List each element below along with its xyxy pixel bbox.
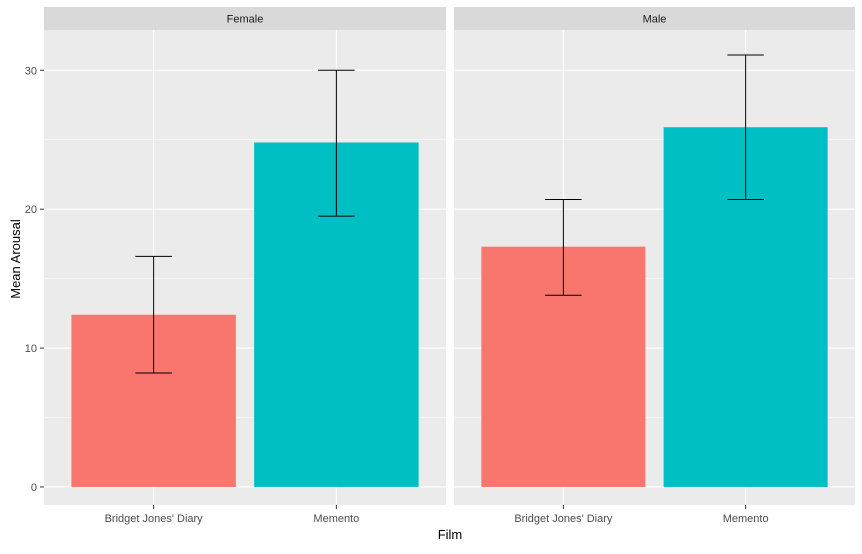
facet-strip [454, 7, 855, 30]
x-axis-title: Film [438, 527, 463, 542]
facet-strip-label: Female [227, 14, 264, 26]
y-tick-label: 20 [25, 204, 37, 216]
y-axis-title: Mean Arousal [8, 219, 23, 299]
x-tick-label: Memento [313, 513, 359, 525]
facet-panel-2: Male Bridget Jones' Diary Memento [454, 7, 855, 525]
x-tick-label: Bridget Jones' Diary [514, 513, 613, 525]
y-tick-label: 30 [25, 65, 37, 77]
x-tick-label: Memento [723, 513, 769, 525]
y-tick-label: 0 [31, 482, 37, 494]
facet-strip [44, 7, 446, 30]
facet-panel-1: Female Bridget Jones' Diary Memento 0 10 20 30 [25, 7, 446, 525]
y-tick-label: 10 [25, 343, 37, 355]
x-tick-label: Bridget Jones' Diary [105, 513, 204, 525]
facet-strip-label: Male [643, 14, 667, 26]
